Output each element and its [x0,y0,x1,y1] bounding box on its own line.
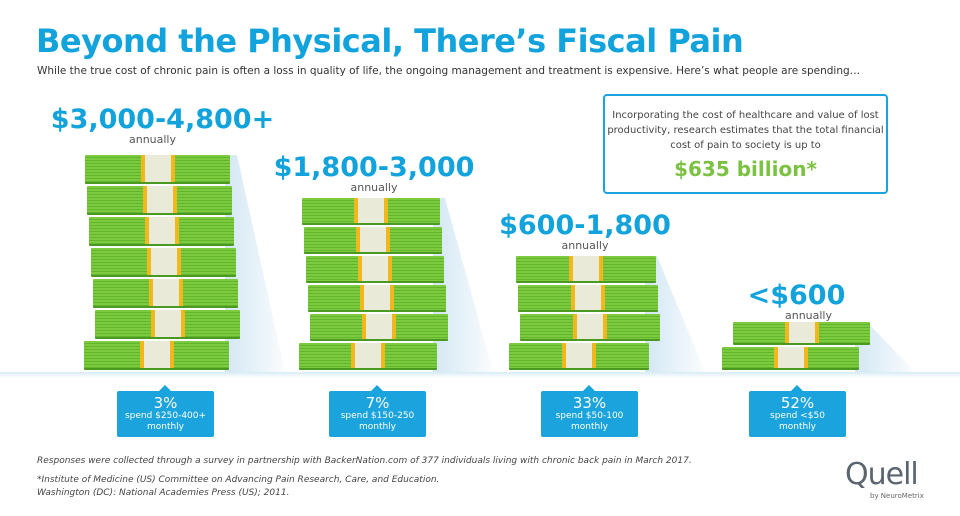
money-band [569,256,603,281]
money-bundle [85,155,230,184]
money-bundle [518,285,658,312]
footnote-publisher: Washington (DC): National Academies Pres… [37,488,290,498]
tier-spend: spend $250-400+ [124,411,207,421]
quell-logo: Quell [845,457,919,492]
tier-percent: 7% [365,394,390,412]
money-band [139,341,174,368]
money-band [356,227,390,252]
page-title: Beyond the Physical, There’s Fiscal Pain [36,22,744,60]
tier-period: annually [350,181,398,194]
page-subtitle: While the true cost of chronic pain is o… [37,65,861,77]
money-band [773,347,808,368]
money-band [142,186,177,213]
tier-frequency: monthly [778,422,817,432]
money-bundle [520,314,660,341]
money-band [148,279,183,306]
money-band [358,256,392,281]
tier-percent: 33% [572,394,607,412]
money-bundle [302,198,440,225]
money-band [784,322,819,343]
tier-frequency: monthly [570,422,609,432]
money-band [150,310,185,337]
tier-spend: spend $150-250 [340,411,415,421]
tier-spend: spend $50-100 [555,411,624,421]
tier-amount: <$600 [747,280,846,311]
tier-callout: 52% spend <$50 monthly [749,385,846,437]
money-bundle [733,322,870,345]
footnote-citation: *Institute of Medicine (US) Committee on… [37,475,440,485]
money-bundle [722,347,859,370]
info-text: Incorporating the cost of healthcare and… [607,110,884,151]
tier-callout: 7% spend $150-250 monthly [329,385,426,437]
money-bundle [95,310,240,339]
money-bundle [89,217,234,246]
info-box: Incorporating the cost of healthcare and… [603,94,888,194]
logo-byline: by NeuroMetrix [870,492,924,500]
tier-amount: $1,800-3,000 [273,152,475,183]
footnote-survey: Responses were collected through a surve… [37,456,692,466]
money-bundle [310,314,448,341]
money-bundle [84,341,229,370]
money-bundle [308,285,446,312]
info-amount: $635 billion* [674,157,817,181]
tier-amount: $600-1,800 [499,210,671,241]
tier-period: annually [128,133,177,146]
money-bundle [306,256,444,283]
money-bundle [516,256,656,283]
money-band [573,314,607,339]
money-bundle [304,227,442,254]
money-bundle [87,186,232,215]
tier-callout: 33% spend $50-100 monthly [541,385,638,437]
tier-percent: 52% [780,394,815,412]
tier-frequency: monthly [358,422,397,432]
tier-spend: spend <$50 [770,411,825,421]
money-band [571,285,605,310]
money-band [144,217,179,244]
money-band [351,343,385,368]
tier-period: annually [561,239,609,252]
money-band [140,155,175,182]
ground-line [0,372,960,378]
tier-percent: 3% [153,394,178,412]
money-band [354,198,388,223]
money-bundle [299,343,437,370]
tier-amount: $3,000-4,800+ [50,104,275,135]
money-band [146,248,181,275]
money-bundle [509,343,649,370]
tier-period: annually [784,309,833,322]
money-bundle [91,248,236,277]
money-bundle [93,279,238,308]
money-band [362,314,396,339]
tier-frequency: monthly [146,422,185,432]
tier-callout: 3% spend $250-400+ monthly [117,385,214,437]
money-band [562,343,596,368]
money-band [360,285,394,310]
